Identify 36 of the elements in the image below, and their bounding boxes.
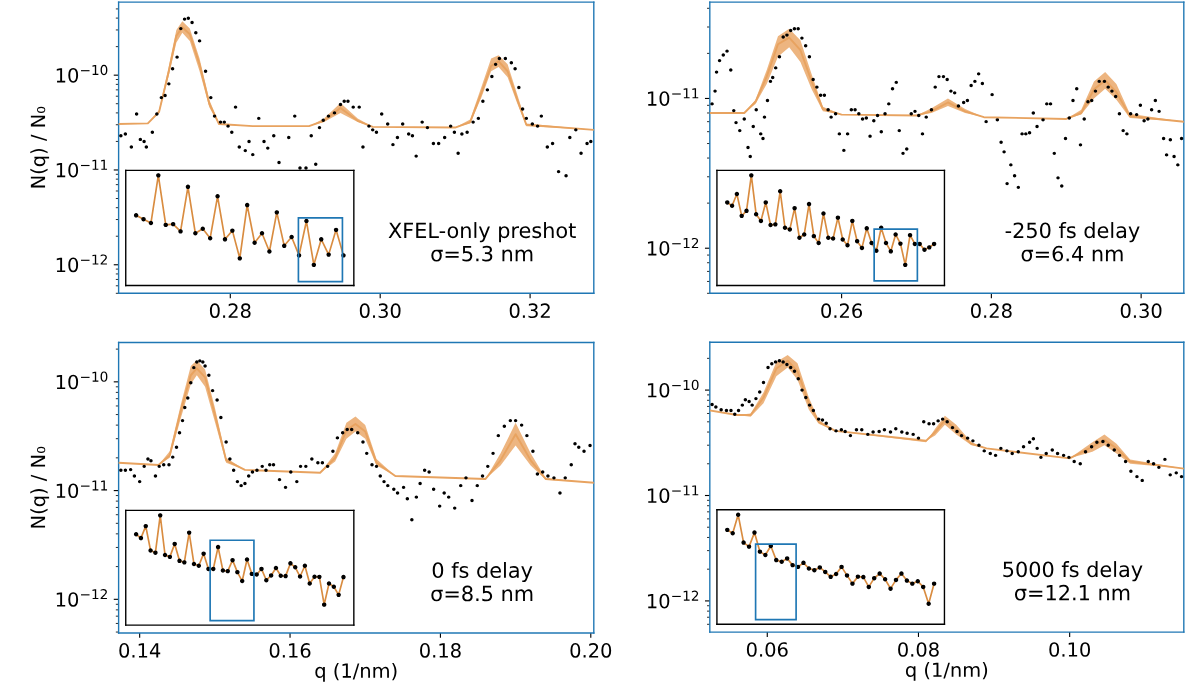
x-tick-label: 0.08 [898, 642, 939, 657]
x-tick-label: 0.28 [971, 303, 1012, 319]
y-tick-label: 10$^{−12}$ [647, 590, 699, 609]
y-tick-label: 10$^{−10}$ [647, 379, 699, 398]
x-tick-label: 0.30 [359, 303, 401, 319]
annotation: σ=12.1 nm [1014, 584, 1130, 601]
y-axis-title: N(q) / N₀ [30, 106, 50, 188]
annotation: XFEL-only preshot [388, 222, 576, 243]
x-tick-label: 0.26 [821, 303, 863, 319]
y-tick-label: 10$^{−12}$ [56, 589, 107, 607]
x-axis-title: q (1/nm) [905, 662, 988, 681]
y-axis-title: N(q) / N₀ [30, 446, 50, 528]
x-tick-label: 0.28 [209, 303, 251, 319]
y-tick-label: 10$^{−10}$ [56, 371, 108, 390]
y-tick-label: 10$^{−12}$ [647, 237, 699, 256]
y-tick-label: 10$^{−11}$ [647, 88, 699, 106]
annotation: 0 fs delay [432, 561, 533, 583]
x-tick-label: 0.32 [509, 303, 550, 319]
annotation: -250 fs delay [1005, 222, 1140, 243]
y-tick-label: 10$^{−11}$ [647, 485, 699, 504]
y-tick-label: 10$^{−12}$ [56, 254, 107, 273]
x-tick-label: 0.18 [420, 643, 461, 658]
x-tick-label: 0.06 [746, 642, 788, 657]
annotation: σ=8.5 nm [431, 585, 533, 602]
y-tick-label: 10$^{−10}$ [56, 64, 108, 83]
x-tick-label: 0.20 [570, 643, 612, 658]
x-tick-label: 0.10 [1049, 642, 1091, 657]
annotation: σ=5.3 nm [431, 245, 533, 262]
x-tick-label: 0.14 [119, 643, 161, 658]
annotation: 5000 fs delay [1003, 561, 1143, 582]
x-tick-label: 0.30 [1120, 303, 1162, 319]
annotation: σ=6.4 nm [1021, 245, 1123, 262]
y-tick-label: 10$^{−11}$ [56, 480, 108, 499]
x-axis-title: q (1/nm) [315, 662, 397, 682]
y-tick-label: 10$^{−11}$ [56, 159, 108, 178]
x-tick-label: 0.16 [269, 643, 311, 658]
